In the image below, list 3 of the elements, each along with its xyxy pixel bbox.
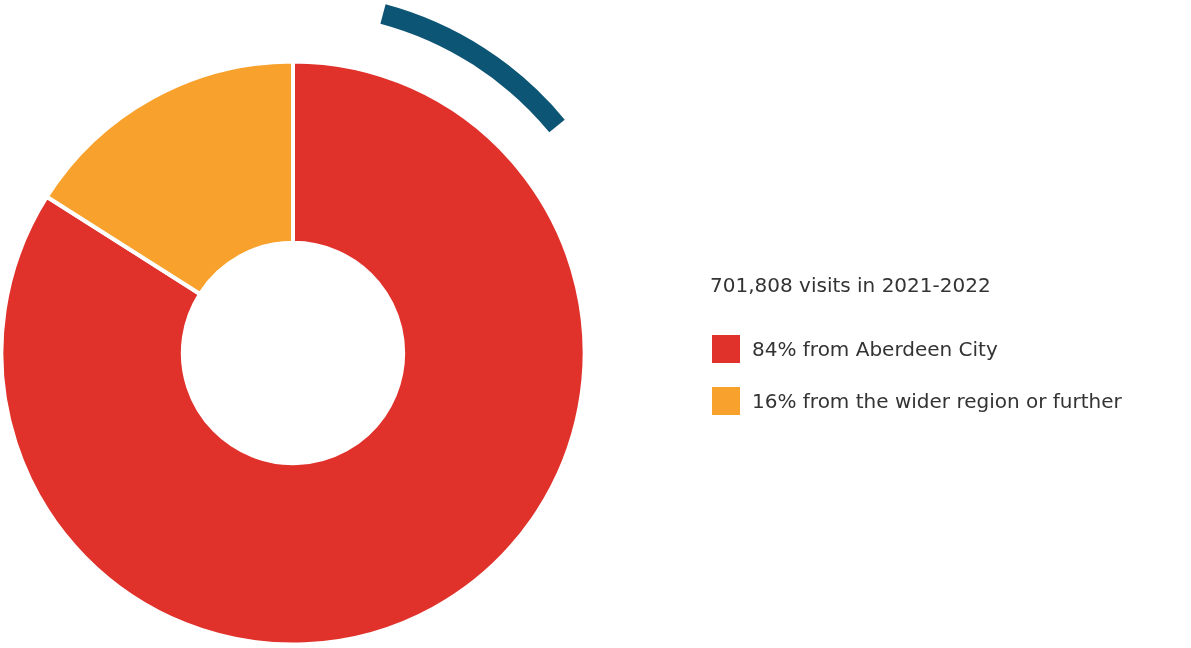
legend-label: 16% from the wider region or further — [752, 389, 1123, 413]
text: 701,808 visits in 2021-2022 — [710, 273, 991, 297]
legend-label: 84% from Aberdeen City — [752, 337, 998, 361]
